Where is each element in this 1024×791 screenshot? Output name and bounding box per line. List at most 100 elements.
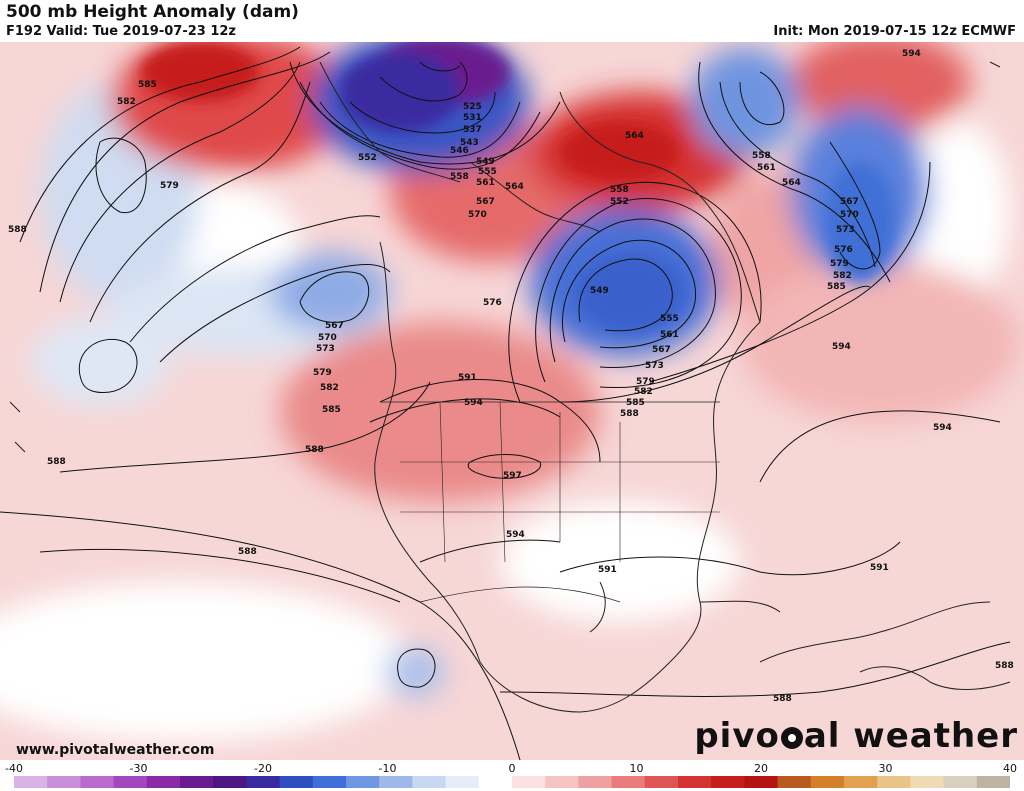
colorbar-swatch xyxy=(113,776,148,788)
contour-label: 597 xyxy=(503,471,522,481)
contour-label: 567 xyxy=(652,345,671,355)
colorbar-swatch xyxy=(578,776,613,788)
anomaly-cores xyxy=(140,42,895,332)
colorbar-swatch xyxy=(744,776,779,788)
contour-label: 576 xyxy=(483,298,502,308)
contour-label: 564 xyxy=(505,182,524,192)
contour-label: 585 xyxy=(322,405,341,415)
pivotal-weather-logo: pivo al weather xyxy=(694,716,1018,756)
logo-sun-icon xyxy=(780,727,803,749)
contour-label: 561 xyxy=(757,163,776,173)
colorbar-swatch xyxy=(346,776,380,788)
contour-label: 588 xyxy=(995,661,1014,671)
colorbar-swatch xyxy=(678,776,712,788)
contour-label: 564 xyxy=(782,178,801,188)
contour-label: 558 xyxy=(450,172,469,182)
map-title: 500 mb Height Anomaly (dam) xyxy=(6,2,299,22)
contour-label: 573 xyxy=(645,361,664,371)
contour-label: 576 xyxy=(834,245,853,255)
colorbar-tick-label: -10 xyxy=(378,762,397,775)
contour-label: 588 xyxy=(47,457,66,467)
contour-label: 585 xyxy=(138,80,157,90)
valid-time: F192 Valid: Tue 2019-07-23 12z xyxy=(6,24,236,39)
contour-label: 594 xyxy=(506,530,525,540)
contour-label: 552 xyxy=(610,197,629,207)
contour-label: 582 xyxy=(117,97,136,107)
contour-label: 558 xyxy=(610,185,629,195)
contour-label: 591 xyxy=(870,563,889,573)
contour-label: 561 xyxy=(660,330,679,340)
contour-label: 564 xyxy=(625,131,644,141)
colorbar-swatch xyxy=(180,776,214,788)
contour-label: 582 xyxy=(320,383,339,393)
contour-label: 558 xyxy=(752,151,771,161)
colorbar-tick-label: -30 xyxy=(129,762,148,775)
colorbar-swatch xyxy=(877,776,911,788)
contour-label: 549 xyxy=(590,286,609,296)
colorbar xyxy=(14,776,1010,788)
colorbar-swatch xyxy=(14,776,48,788)
colorbar-swatch xyxy=(644,776,679,788)
contour-label: 594 xyxy=(902,49,921,59)
coastlines xyxy=(9,61,1011,713)
colorbar-tick-label: 40 xyxy=(1003,762,1017,775)
website-url[interactable]: www.pivotalweather.com xyxy=(16,742,215,758)
height-contours xyxy=(0,46,1011,760)
contour-label: 549 xyxy=(476,157,495,167)
colorbar-tick-label: -40 xyxy=(5,762,23,775)
colorbar-tick-label: 0 xyxy=(508,762,516,775)
colorbar-swatch xyxy=(976,776,1010,788)
colorbar-swatch xyxy=(146,776,181,788)
header: 500 mb Height Anomaly (dam) F192 Valid: … xyxy=(0,0,1024,42)
colorbar-swatch xyxy=(478,776,513,788)
colorbar-swatch xyxy=(379,776,413,788)
contour-label: 567 xyxy=(325,321,344,331)
colorbar-swatch xyxy=(279,776,314,788)
contour-label: 531 xyxy=(463,113,482,123)
contour-label: 588 xyxy=(620,409,639,419)
contour-label-group: 585 582 579 588 594 525 531 537 543 546 … xyxy=(8,49,1014,704)
contour-label: 579 xyxy=(636,377,655,387)
contour-label: 579 xyxy=(830,259,849,269)
contour-label: 585 xyxy=(626,398,645,408)
contour-label: 573 xyxy=(836,225,855,235)
colorbar-swatch xyxy=(910,776,945,788)
contour-label: 555 xyxy=(478,167,497,177)
contour-label: 570 xyxy=(468,210,487,220)
contour-label: 537 xyxy=(463,125,482,135)
contour-label: 570 xyxy=(318,333,337,343)
contour-label: 579 xyxy=(313,368,332,378)
logo-text-right: al weather xyxy=(803,716,1018,756)
logo-text-left: pivo xyxy=(694,716,780,756)
contour-label: 588 xyxy=(8,225,27,235)
contour-label: 567 xyxy=(840,197,859,207)
contour-label: 525 xyxy=(463,102,482,112)
colorbar-swatch xyxy=(810,776,845,788)
colorbar-swatch xyxy=(47,776,81,788)
contour-label: 582 xyxy=(634,387,653,397)
contour-label: 594 xyxy=(933,423,952,433)
anomaly-map: 585 582 579 588 594 525 531 537 543 546 … xyxy=(0,42,1024,760)
colorbar-swatch xyxy=(80,776,115,788)
colorbar-swatch xyxy=(412,776,447,788)
colorbar-swatch xyxy=(844,776,878,788)
colorbar-tick-label: 30 xyxy=(878,762,893,775)
contour-label: 543 xyxy=(460,138,479,148)
contour-label: 594 xyxy=(832,342,851,352)
contour-label: 570 xyxy=(840,210,859,220)
colorbar-swatch xyxy=(777,776,812,788)
contour-label: 582 xyxy=(833,271,852,281)
contour-label: 591 xyxy=(598,565,617,575)
colorbar-swatch xyxy=(312,776,347,788)
contour-label: 573 xyxy=(316,344,335,354)
contour-label: 585 xyxy=(827,282,846,292)
colorbar-swatch xyxy=(611,776,646,788)
contour-label: 561 xyxy=(476,178,495,188)
colorbar-tick-label: -20 xyxy=(254,762,272,775)
colorbar-swatch xyxy=(445,776,480,788)
contour-label: 588 xyxy=(773,694,792,704)
colorbar-swatch xyxy=(213,776,247,788)
contour-label: 567 xyxy=(476,197,495,207)
contour-label: 579 xyxy=(160,181,179,191)
colorbar-tick-label: 10 xyxy=(629,762,644,775)
